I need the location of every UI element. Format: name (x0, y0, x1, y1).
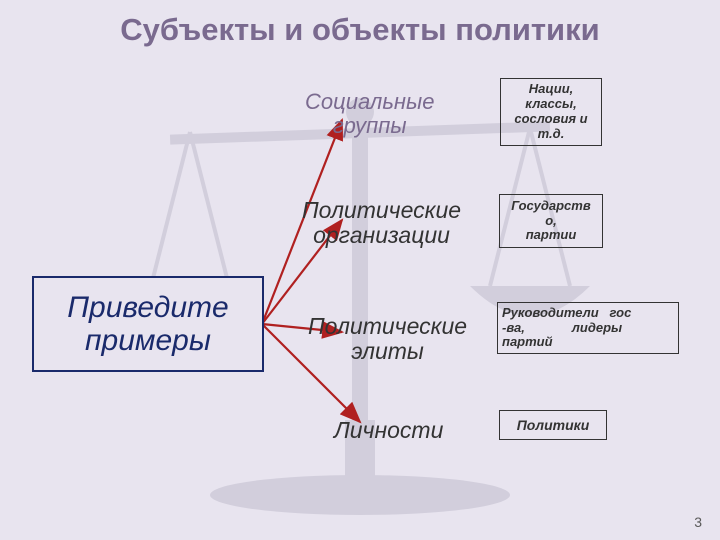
examples-prompt-line1: Приведите (34, 291, 262, 324)
page-number: 3 (694, 514, 702, 530)
desc-politicians: Политики (499, 410, 607, 440)
category-political-elites: Политические элиты (308, 314, 467, 365)
desc-nations: Нации, классы, сословия и т.д. (500, 78, 602, 146)
category-social-groups: Социальные группы (305, 90, 434, 138)
slide-title: Субъекты и объекты политики (0, 12, 720, 48)
examples-prompt-line2: примеры (34, 324, 262, 357)
category-persons: Личности (334, 418, 443, 443)
desc-state-parties: Государств о, партии (499, 194, 603, 248)
category-political-orgs: Политические организации (302, 198, 461, 249)
desc-leaders: Руководители гос -ва, лидеры партий (497, 302, 679, 354)
examples-prompt-box: Приведите примеры (32, 276, 264, 372)
